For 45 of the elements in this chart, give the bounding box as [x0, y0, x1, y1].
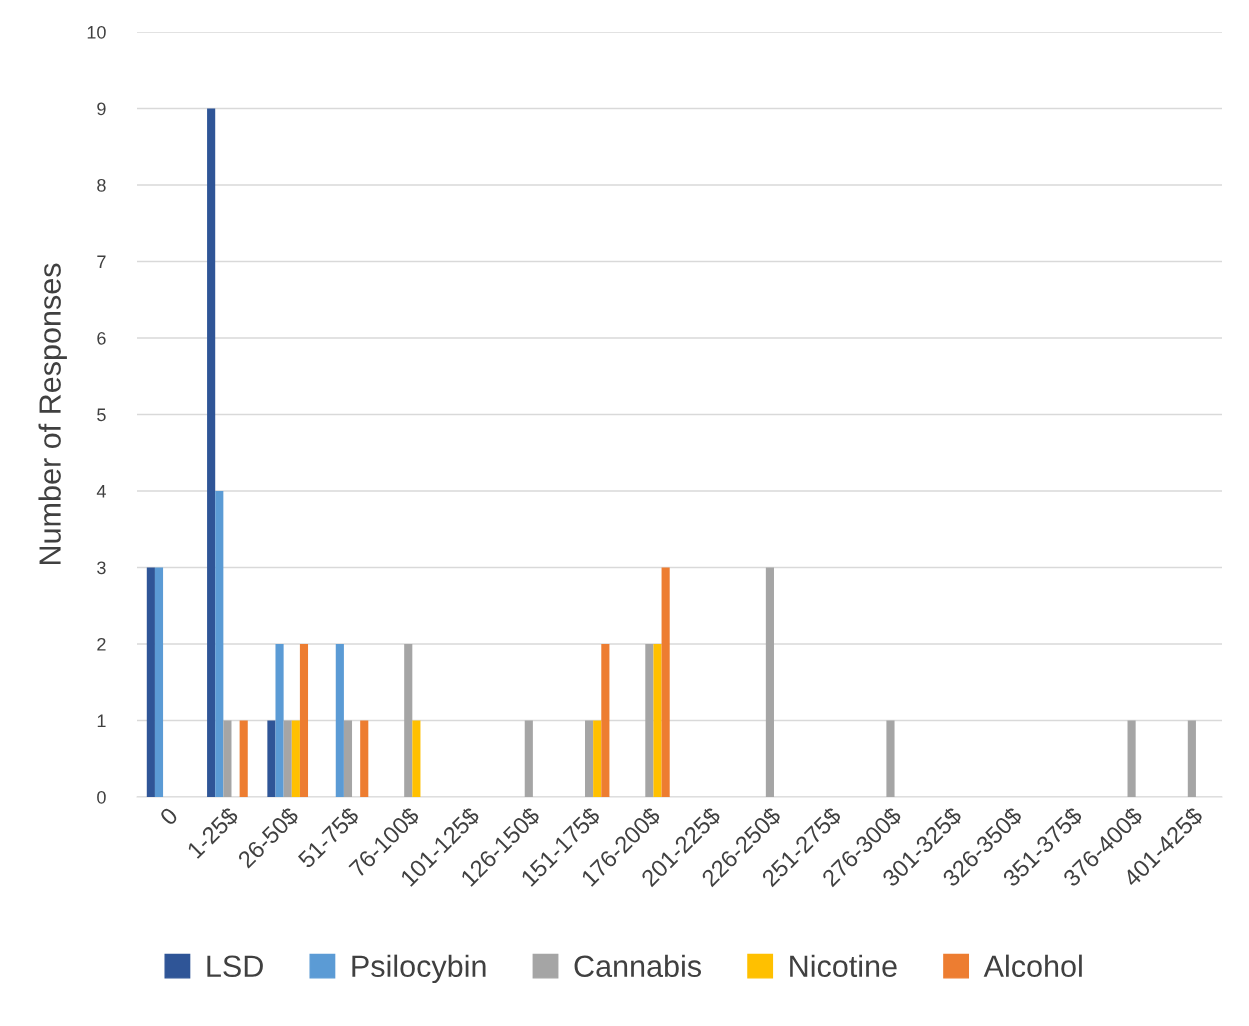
y-axis-title: Number of Responses: [38, 263, 67, 564]
bar: [146, 567, 155, 797]
y-tick-label: 2: [97, 637, 106, 651]
bar: [412, 720, 421, 797]
bar: [343, 720, 353, 797]
bar: [1127, 720, 1136, 797]
legend-label: Alcohol: [983, 954, 1082, 978]
bar: [239, 720, 248, 797]
y-tick-label: 8: [97, 178, 106, 192]
bar: [585, 720, 594, 797]
bar: [223, 720, 232, 797]
y-tick-label: 1: [97, 714, 106, 728]
y-tick-label: 10: [87, 25, 106, 39]
legend-label: Psilocybin: [352, 954, 486, 984]
bar: [653, 644, 662, 797]
bar: [765, 567, 774, 797]
bar: [207, 108, 216, 797]
y-tick-label: 7: [97, 255, 106, 269]
y-tick-label: 6: [97, 331, 106, 345]
bar: [215, 491, 224, 797]
legend-label: Cannabis: [574, 954, 702, 978]
bar: [299, 644, 309, 797]
bar: [335, 644, 344, 797]
bar: [283, 720, 292, 797]
bar: [1187, 720, 1196, 797]
bar: [886, 720, 895, 797]
bar: [645, 644, 654, 797]
y-tick-label: 9: [97, 102, 106, 116]
bar: [154, 567, 164, 797]
bar: [524, 720, 533, 797]
legend-label: LSD: [207, 955, 263, 978]
y-tick-label: 4: [96, 485, 106, 498]
bar: [404, 644, 413, 797]
bar: [360, 720, 369, 797]
x-tick-label: 0: [158, 806, 179, 827]
bar: [601, 644, 610, 797]
bar: [267, 720, 276, 797]
bar: [593, 720, 602, 797]
bar: [291, 720, 300, 797]
bar: [661, 567, 670, 797]
bar: [275, 644, 284, 797]
y-tick-label: 0: [97, 790, 106, 804]
y-tick-label: 5: [97, 408, 106, 422]
y-tick-label: 3: [97, 561, 106, 575]
legend-label: Nicotine: [790, 954, 897, 978]
